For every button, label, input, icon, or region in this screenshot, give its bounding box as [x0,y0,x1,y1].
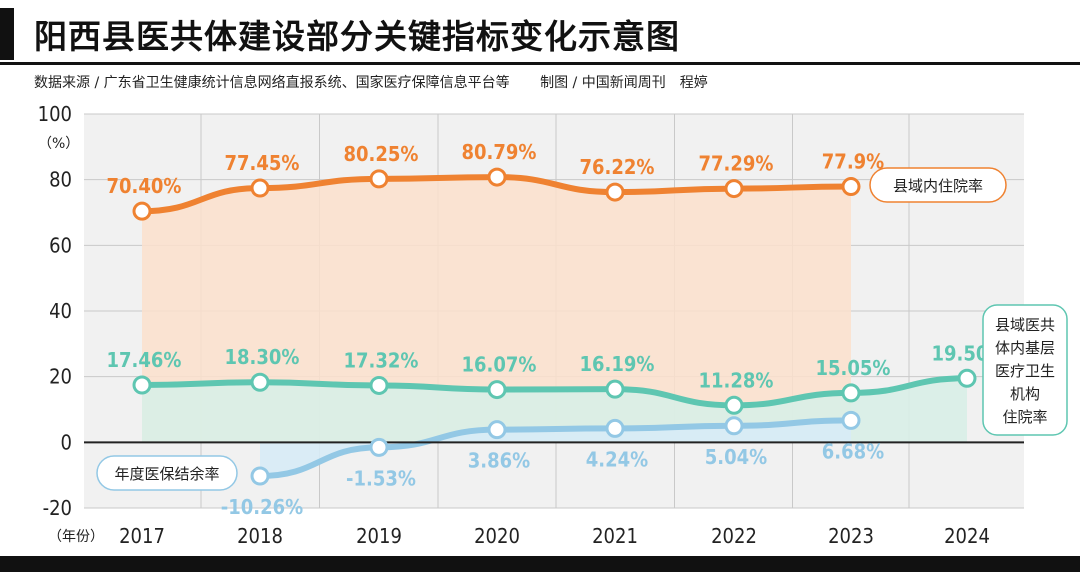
data-point [724,179,744,199]
data-point [132,375,152,395]
series-line [139,375,970,409]
source-text: 数据来源 / 广东省卫生健康统计信息网络直报系统、国家医疗保障信息平台等 [34,75,510,91]
data-point [250,372,270,392]
data-point [605,379,625,399]
data-point [841,383,861,403]
x-tick-label: 2018 [237,524,283,548]
source-line: 数据来源 / 广东省卫生健康统计信息网络直报系统、国家医疗保障信息平台等 制图 … [34,72,734,92]
data-point [957,368,977,388]
data-label: 77.45% [225,151,300,175]
x-tick-label: 2017 [119,524,165,548]
data-point [250,178,270,198]
legend-primary-label-line: 医疗卫生 [995,362,1055,380]
legend-primary-label-line: 机构 [1010,385,1040,403]
x-axis-unit-label: （年份） [48,529,104,545]
data-label: 11.28% [699,368,774,392]
series-area-fill [142,177,851,443]
series-area-fill [260,420,851,477]
y-tick-label: 20 [49,365,72,389]
data-label: -10.26% [221,495,303,519]
y-tick-label: 0 [61,430,72,454]
data-point [369,437,389,457]
data-point [605,418,625,438]
x-tick-label: 2019 [356,524,402,548]
legend-inpatient-box [869,167,1007,203]
data-point [487,167,507,187]
legend-inpatient-label: 县域内住院率 [893,177,983,195]
credit-text: 制图 / 中国新闻周刊 程婷 [540,75,708,91]
legend-balance-label: 年度医保结余率 [114,465,219,483]
data-label: 70.40% [107,174,182,198]
data-label: 76.22% [580,155,655,179]
y-tick-label: -20 [43,496,72,520]
data-point [841,410,861,430]
page-title: 阳西县医共体建设部分关键指标变化示意图 [34,17,680,56]
x-tick-label: 2022 [711,524,757,548]
series-line [257,417,854,480]
data-point-layer [132,167,977,486]
data-label: -1.53% [346,466,416,490]
y-tick-label: 40 [49,299,72,323]
data-label: 17.46% [107,348,182,372]
legend-primary-label-line: 住院率 [1002,408,1047,426]
data-label: 16.07% [462,353,537,377]
data-label: 6.68% [822,439,884,463]
data-point [487,380,507,400]
data-point [724,395,744,415]
data-point [369,169,389,189]
data-label: 77.9% [822,150,884,174]
data-label: 80.79% [462,140,537,164]
legend-primary-label-line: 县域医共 [995,316,1055,334]
data-point [369,375,389,395]
data-point [250,466,270,486]
data-label: 3.86% [468,449,530,473]
data-label: 15.05% [816,356,891,380]
data-point [487,420,507,440]
title-bar: 阳西县医共体建设部分关键指标变化示意图 [0,0,1080,66]
data-label: 4.24% [586,447,648,471]
data-point [841,177,861,197]
x-tick-label: 2020 [474,524,520,548]
data-label: 80.25% [344,142,419,166]
legend-primary-box [982,304,1068,436]
data-label: 18.30% [225,345,300,369]
data-point [132,201,152,221]
y-tick-label: 80 [49,168,72,192]
data-label: 17.32% [344,348,419,372]
data-label: 16.19% [580,352,655,376]
data-point [605,182,625,202]
axis-layer: 100 80 60 40 20 0 -20 （%） 2017 2018 2019 2020 2021 20… [38,102,1024,548]
title-rule [0,62,1080,65]
bottom-bar [0,556,1080,572]
y-tick-label: 100 [38,102,72,126]
data-point [724,416,744,436]
legend-primary-label-line: 体内基层 [995,339,1055,357]
data-label-layer: 70.40% 77.45% 80.25% 80.79% 76.22% 77.29% 77.9… [107,140,1007,519]
y-axis-unit-label: （%） [38,136,79,152]
x-tick-label: 2023 [828,524,874,548]
x-tick-label: 2024 [944,524,990,548]
x-tick-label: 2021 [592,524,638,548]
y-tick-label: 60 [49,233,72,257]
data-label: 77.29% [699,152,774,176]
title-accent-bar [0,8,14,60]
data-label: 5.04% [705,445,767,469]
legend-balance-box [96,455,238,491]
